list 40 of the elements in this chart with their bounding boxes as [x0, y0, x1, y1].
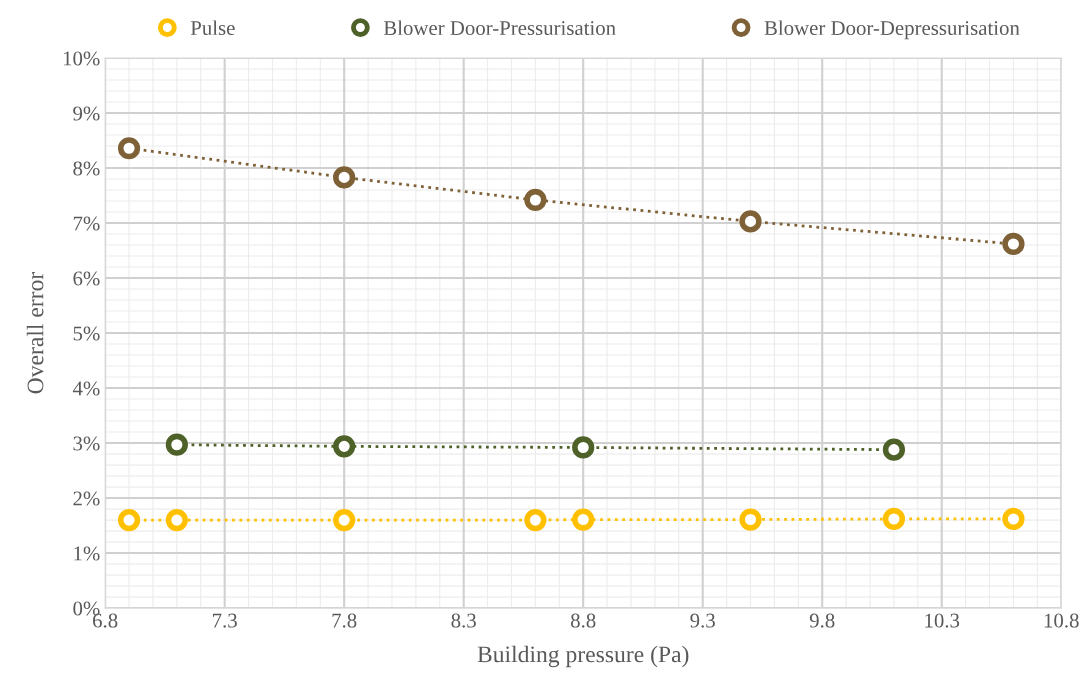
- point: [1002, 507, 1025, 531]
- x-tick-label: 8.3: [451, 613, 476, 628]
- y-tick-label: 10%: [63, 51, 100, 66]
- point: [333, 166, 356, 189]
- point: [165, 508, 188, 532]
- y-tick-label: 4%: [72, 381, 100, 396]
- point: [524, 188, 547, 212]
- point: [572, 436, 595, 459]
- x-axis-title: Building pressure (Pa): [477, 645, 689, 668]
- legend-label: Blower Door-Pressurisation: [383, 20, 616, 36]
- point: [333, 435, 356, 458]
- y-axis-title: Overall error: [26, 271, 44, 394]
- x-tick-label: 9.8: [809, 613, 835, 628]
- point: [117, 137, 141, 160]
- x-tick-label: 7.8: [332, 613, 357, 628]
- y-tick-label: 8%: [73, 161, 100, 176]
- point: [882, 438, 906, 461]
- point: [739, 210, 762, 233]
- y-tick-label: 5%: [73, 326, 100, 341]
- point: [739, 508, 762, 531]
- y-tick-label: 6%: [73, 271, 100, 286]
- point: [165, 433, 188, 456]
- x-tick-label: 9.3: [690, 613, 715, 628]
- point: [117, 508, 141, 532]
- x-tick-label: 10.3: [925, 613, 960, 628]
- point: [524, 508, 547, 532]
- x-tick-label: 8.8: [570, 613, 596, 628]
- point: [333, 508, 356, 532]
- point: [1002, 232, 1025, 256]
- x-tick-label: 10.8: [1044, 613, 1079, 628]
- point: [572, 508, 595, 531]
- legend-label: Blower Door-Depressurisation: [764, 20, 1020, 40]
- y-tick-label: 9%: [73, 106, 100, 121]
- y-tick-label: 3%: [73, 436, 100, 451]
- x-tick-label: 7.3: [213, 613, 237, 628]
- point: [882, 507, 906, 531]
- y-tick-label: 1%: [74, 546, 100, 561]
- legend-label: Pulse: [190, 20, 235, 36]
- y-tick-label: 7%: [73, 216, 100, 231]
- y-tick-label: 2%: [73, 491, 100, 506]
